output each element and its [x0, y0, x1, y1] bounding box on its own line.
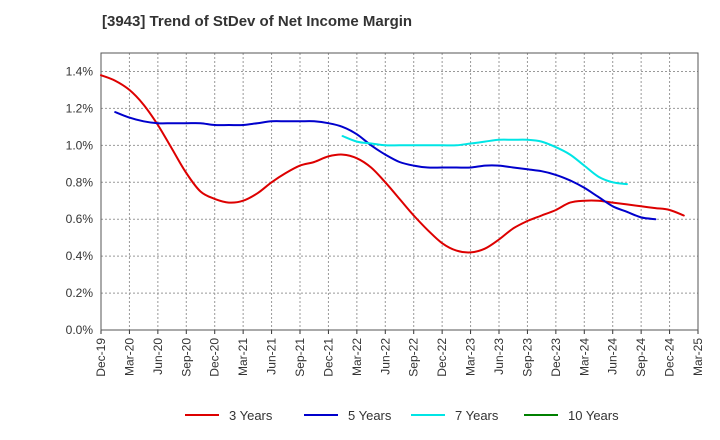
x-tick-label: Dec-23: [549, 338, 563, 377]
x-tick-label: Jun-20: [151, 338, 165, 375]
series-lines: [100, 74, 685, 254]
legend-label: 3 Years: [229, 407, 273, 423]
x-tick-label: Mar-20: [122, 338, 136, 376]
series-line-7-years: [341, 135, 628, 186]
legend: 3 Years 5 Years 7 Years 10 Years: [0, 404, 720, 426]
x-tick-label: Jun-24: [606, 338, 620, 375]
x-tick-labels: Dec-19 Mar-20 Jun-20 Sep-20 Dec-20 Mar-21 Jun-…: [94, 338, 705, 377]
series-line-5-years: [114, 111, 657, 221]
legend-swatch: [185, 414, 219, 416]
y-tick-label: 1.0%: [66, 138, 94, 152]
y-tick-label: 0.4%: [66, 249, 94, 263]
x-tick-label: Mar-22: [350, 338, 364, 376]
legend-label: 5 Years: [348, 407, 392, 423]
legend-swatch: [524, 414, 558, 416]
legend-swatch: [411, 414, 445, 416]
x-tick-label: Dec-20: [208, 338, 222, 377]
x-tick-label: Sep-20: [179, 338, 193, 377]
x-tick-label: Jun-23: [492, 338, 506, 375]
legend-swatch: [304, 414, 338, 416]
y-tick-label: 0.6%: [66, 212, 94, 226]
axes: [100, 52, 699, 334]
y-tick-label: 1.2%: [66, 101, 94, 115]
y-tick-label: 0.2%: [66, 286, 94, 300]
x-tick-label: Mar-21: [236, 338, 250, 376]
x-tick-label: Dec-22: [435, 338, 449, 377]
y-tick-labels: 0.0% 0.2% 0.4% 0.6% 0.8% 1.0% 1.2% 1.4%: [66, 64, 94, 337]
plot-frame: [100, 52, 699, 331]
legend-item-3-years: 3 Years: [185, 404, 272, 426]
x-tick-label: Sep-21: [293, 338, 307, 377]
x-tick-label: Mar-25: [691, 338, 705, 376]
x-tick-label: Jun-21: [265, 338, 279, 375]
legend-label: 10 Years: [568, 407, 619, 423]
x-tick-label: Mar-23: [464, 338, 478, 376]
y-tick-label: 1.4%: [66, 64, 94, 78]
x-tick-label: Dec-19: [94, 338, 108, 377]
chart-title: [3943] Trend of StDev of Net Income Marg…: [102, 13, 413, 30]
x-tick-label: Mar-24: [577, 338, 591, 376]
x-tick-label: Sep-22: [407, 338, 421, 377]
legend-label: 7 Years: [455, 407, 499, 423]
y-tick-label: 0.8%: [66, 175, 94, 189]
series-line-3-years: [100, 74, 685, 254]
legend-item-10-years: 10 Years: [524, 404, 619, 426]
grid-lines: [101, 53, 698, 330]
x-tick-label: Jun-22: [378, 338, 392, 375]
legend-item-5-years: 5 Years: [304, 404, 391, 426]
x-tick-label: Sep-24: [634, 338, 648, 377]
x-tick-label: Sep-23: [520, 338, 534, 377]
x-tick-label: Dec-24: [663, 338, 677, 377]
legend-item-7-years: 7 Years: [411, 404, 498, 426]
x-tick-label: Dec-21: [321, 338, 335, 377]
y-tick-label: 0.0%: [66, 323, 94, 337]
